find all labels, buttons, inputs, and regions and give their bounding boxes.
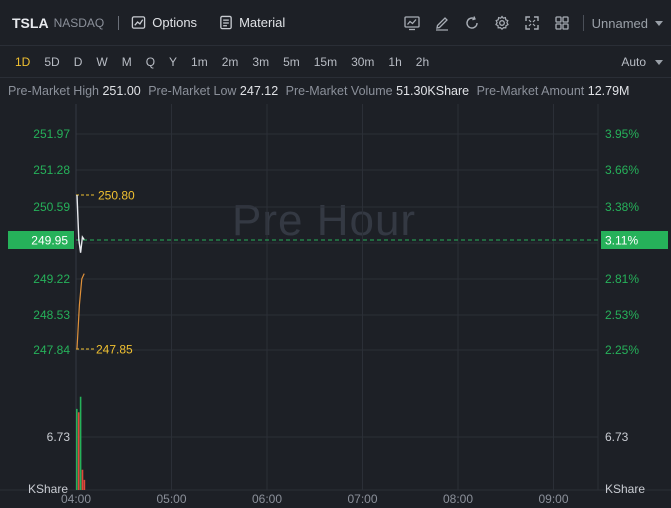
pre-market-info: Pre-Market High 251.00 Pre-Market Low 24…	[8, 84, 633, 98]
period-list: 1D 5D D W M Q Y 1m 2m 3m 5m 15m 30m 1h 2h	[8, 55, 436, 69]
volume-bar	[76, 408, 78, 490]
pencil-icon	[435, 17, 448, 31]
period-1d[interactable]: 1D	[15, 54, 31, 69]
exchange-label: NASDAQ	[53, 15, 105, 30]
settings-button[interactable]	[487, 0, 517, 46]
volume-bar	[79, 396, 82, 490]
draw-tool-button[interactable]	[427, 0, 457, 46]
low-label: Pre-Market Low	[148, 84, 237, 98]
current-price-label: 249.95	[31, 234, 68, 248]
chart-indicator-icon	[403, 16, 420, 31]
period-3m[interactable]: 3m	[252, 54, 270, 69]
price-tick-label: 249.22	[33, 272, 70, 286]
time-tick-label: 04:00	[61, 492, 91, 506]
price-tick-label: 250.59	[33, 200, 70, 214]
volume-tick-label: 6.73	[47, 430, 71, 444]
gear-icon	[494, 15, 509, 31]
period-y[interactable]: Y	[169, 54, 178, 69]
percent-tick-label: 3.38%	[605, 200, 639, 214]
time-tick-label: 09:00	[538, 492, 568, 506]
price-tick-label: 251.28	[33, 163, 70, 177]
options-label: Options	[152, 15, 198, 30]
toolbar-right-group: Unnamed	[397, 0, 671, 46]
current-price-badge	[8, 231, 74, 249]
period-5m[interactable]: 5m	[283, 54, 300, 69]
percent-tick-label: 3.66%	[605, 163, 639, 177]
toolbar-divider	[118, 15, 120, 30]
volume-label: Pre-Market Volume	[285, 84, 393, 98]
volume-unit-label-right: KShare	[605, 482, 645, 496]
percent-tick-label: 2.81%	[605, 272, 639, 286]
price-tick-label: 247.84	[33, 343, 70, 357]
low-value: 247.12	[239, 84, 279, 98]
percent-tick-label: 3.95%	[605, 127, 639, 141]
time-tick-label: 06:00	[252, 492, 282, 506]
period-w[interactable]: W	[96, 54, 108, 69]
current-percent-badge	[601, 231, 668, 249]
high-label: Pre-Market High	[8, 84, 99, 98]
period-1h[interactable]: 1h	[388, 54, 402, 69]
price-tick-label: 248.53	[33, 308, 70, 322]
price-line	[76, 194, 85, 253]
document-icon	[220, 15, 232, 30]
caret-down-icon	[655, 59, 663, 65]
period-m[interactable]: M	[121, 54, 132, 69]
amount-value: 12.79M	[587, 84, 630, 98]
toolbar-divider-right	[582, 15, 584, 31]
expand-icon	[524, 16, 539, 30]
volume-value: 51.30KShare	[396, 84, 470, 98]
period-5d[interactable]: 5D	[44, 54, 60, 69]
period-2h[interactable]: 2h	[415, 54, 430, 69]
percent-tick-label: 2.53%	[605, 308, 639, 322]
time-tick-label: 05:00	[156, 492, 186, 506]
percent-tick-label: 2.25%	[605, 343, 639, 357]
time-tick-label: 08:00	[443, 492, 473, 506]
ticker-symbol: TSLA	[12, 14, 49, 31]
price-tick-label: 251.97	[33, 127, 70, 141]
period-q[interactable]: Q	[145, 54, 156, 69]
volume-unit-label: KShare	[28, 482, 68, 496]
layout-label: Unnamed	[591, 15, 648, 31]
options-icon	[132, 16, 146, 29]
high-marker-label: 250.80	[98, 189, 135, 203]
period-1m[interactable]: 1m	[191, 54, 208, 69]
reset-button[interactable]	[457, 0, 487, 46]
caret-down-icon	[655, 20, 663, 26]
time-tick-label: 07:00	[347, 492, 377, 506]
low-marker-label: 247.85	[96, 343, 133, 357]
top-toolbar: TSLA NASDAQ Options Material Unnamed	[0, 0, 671, 46]
grid-icon	[554, 16, 569, 30]
high-value: 251.00	[102, 84, 141, 98]
volume-bar	[77, 412, 80, 490]
current-percent-label: 3.11%	[605, 234, 638, 248]
refresh-icon	[465, 16, 478, 29]
material-button[interactable]: Material	[219, 15, 285, 30]
amount-label: Pre-Market Amount	[476, 84, 585, 98]
indicator-button[interactable]	[397, 0, 427, 46]
scale-mode-label: Auto	[621, 55, 646, 69]
layout-dropdown[interactable]: Unnamed	[592, 16, 663, 31]
volume-bar	[83, 479, 86, 490]
fullscreen-button[interactable]	[517, 0, 547, 46]
period-d[interactable]: D	[73, 54, 83, 69]
period-30m[interactable]: 30m	[351, 54, 375, 69]
layout-grid-button[interactable]	[547, 0, 577, 46]
options-button[interactable]: Options	[131, 15, 197, 30]
period-15m[interactable]: 15m	[313, 54, 338, 69]
period-bar: 1D 5D D W M Q Y 1m 2m 3m 5m 15m 30m 1h 2h Auto	[0, 46, 671, 78]
volume-bar	[81, 469, 84, 490]
scale-mode-dropdown[interactable]: Auto	[621, 46, 663, 78]
pre-hour-watermark: Pre Hour	[232, 196, 417, 245]
average-price-line	[76, 273, 85, 350]
material-label: Material	[239, 15, 286, 30]
volume-tick-label-right: 6.73	[605, 430, 629, 444]
period-2m[interactable]: 2m	[221, 54, 239, 69]
